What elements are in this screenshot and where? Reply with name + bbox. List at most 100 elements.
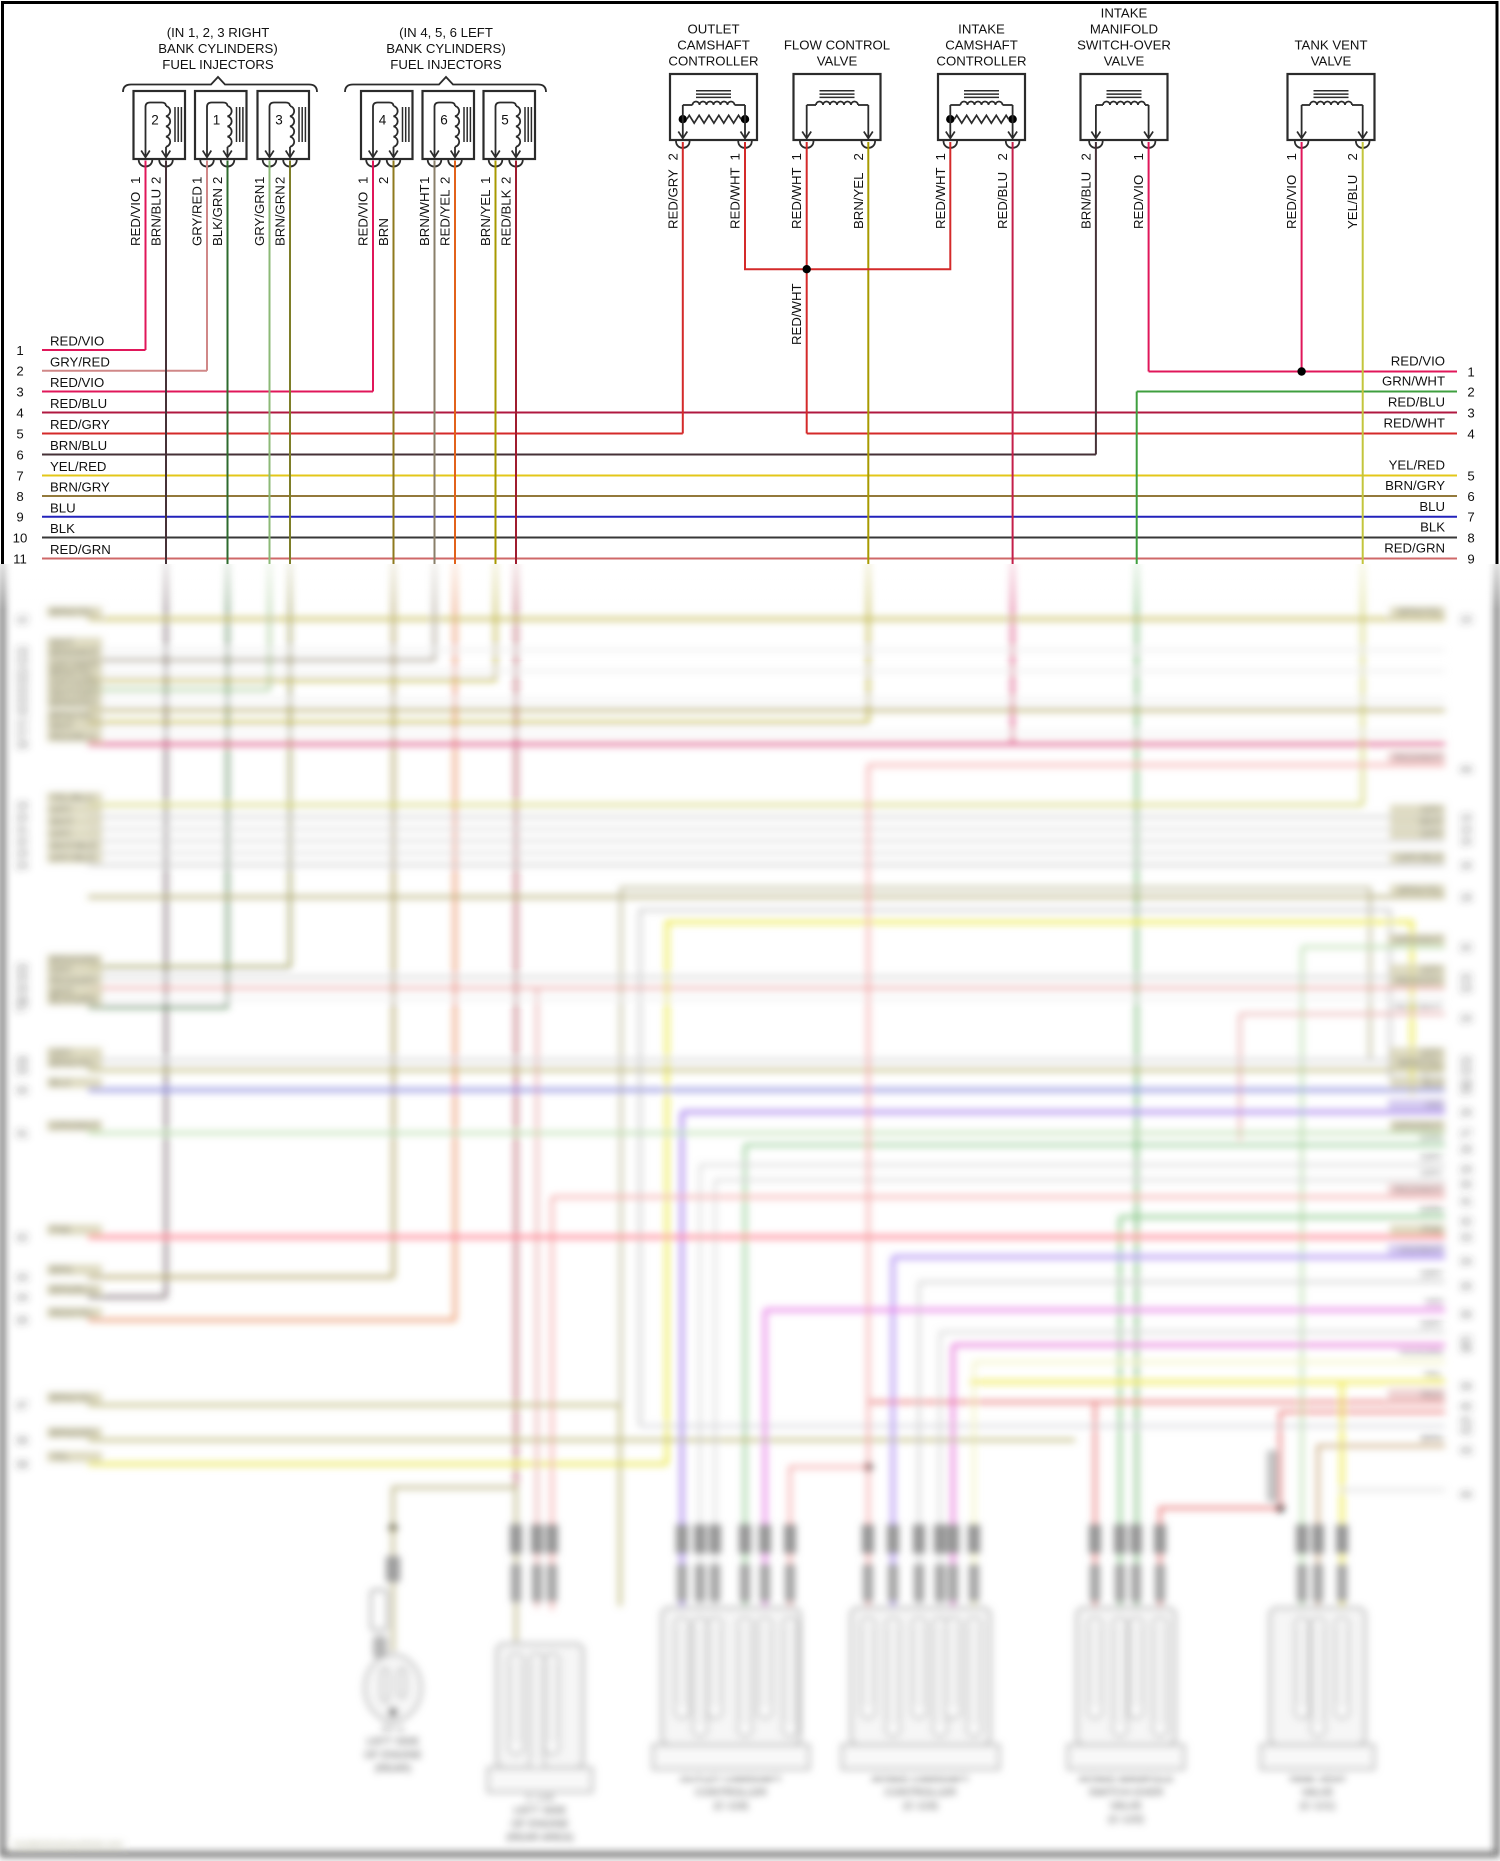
svg-text:22: 22 (16, 836, 28, 848)
svg-text:RED/BLK: RED/BLK (499, 189, 514, 246)
svg-text:VIO: VIO (1425, 1297, 1443, 1309)
svg-text:RED/WHT: RED/WHT (789, 167, 804, 229)
svg-text:35: 35 (16, 1315, 28, 1327)
svg-text:GRY: GRY (50, 1047, 73, 1059)
svg-text:29: 29 (16, 1065, 28, 1077)
svg-text:7: 7 (1467, 510, 1474, 525)
svg-text:20: 20 (16, 812, 28, 824)
svg-text:GRY: GRY (50, 964, 73, 976)
svg-text:38: 38 (16, 1459, 28, 1471)
svg-text:FUEL INJECTORS: FUEL INJECTORS (390, 57, 502, 72)
svg-text:13: 13 (16, 666, 28, 678)
svg-text:1: 1 (1131, 153, 1146, 160)
svg-text:5: 5 (501, 113, 509, 128)
svg-text:RED/VIO: RED/VIO (1131, 175, 1146, 229)
svg-text:GRY: GRY (1420, 1319, 1443, 1331)
svg-text:BRN/YEL: BRN/YEL (50, 667, 95, 679)
svg-text:CAMSHAFT: CAMSHAFT (677, 38, 750, 53)
svg-text:(REAR): (REAR) (375, 1763, 411, 1775)
svg-text:CONTROLLER: CONTROLLER (695, 1787, 767, 1799)
svg-text:BLU: BLU (50, 1077, 70, 1089)
svg-text:15: 15 (1460, 836, 1472, 848)
svg-text:BRN/YEL: BRN/YEL (478, 190, 493, 246)
svg-text:BRN/YEL: BRN/YEL (1398, 884, 1443, 896)
svg-text:2: 2 (149, 177, 164, 184)
svg-text:GRY/BLK: GRY/BLK (1398, 852, 1443, 864)
svg-text:23: 23 (1460, 1013, 1472, 1025)
svg-text:27: 27 (1460, 1128, 1472, 1140)
svg-text:2: 2 (1467, 384, 1474, 399)
svg-text:33: 33 (1460, 1232, 1472, 1244)
svg-text:34: 34 (1460, 1256, 1472, 1268)
svg-text:BRN/YEL: BRN/YEL (50, 1392, 95, 1404)
svg-text:44: 44 (1460, 1489, 1472, 1501)
svg-text:28: 28 (1460, 1144, 1472, 1156)
svg-text:2: 2 (438, 177, 453, 184)
svg-text:33: 33 (16, 1272, 28, 1284)
svg-text:GRY/GRN: GRY/GRN (252, 185, 267, 246)
svg-text:INTAKE: INTAKE (1101, 6, 1148, 21)
svg-text:BRN/YEL: BRN/YEL (50, 710, 95, 722)
svg-text:3: 3 (16, 384, 23, 399)
svg-text:RED/GRN: RED/GRN (1384, 541, 1445, 556)
svg-text:(C-118): (C-118) (714, 1800, 749, 1812)
svg-text:13: 13 (16, 645, 28, 657)
svg-text:2: 2 (499, 177, 514, 184)
svg-text:RED/WHT: RED/WHT (789, 283, 804, 345)
svg-text:25: 25 (1460, 1085, 1472, 1097)
svg-text:1: 1 (190, 177, 205, 184)
svg-text:(IN 4, 5, 6 LEFT: (IN 4, 5, 6 LEFT (399, 25, 493, 40)
svg-text:30: 30 (1460, 1179, 1472, 1191)
svg-text:13: 13 (16, 655, 28, 667)
svg-text:YEL: YEL (50, 1451, 70, 1463)
svg-text:OF ENGINE: OF ENGINE (364, 1749, 422, 1761)
svg-text:BLU: BLU (1419, 499, 1445, 514)
svg-text:16: 16 (1460, 860, 1472, 872)
svg-text:GRY: GRY (1420, 1269, 1443, 1281)
svg-text:YEL/BLU: YEL/BLU (50, 792, 93, 804)
svg-text:RED/BLU: RED/BLU (50, 396, 107, 411)
svg-text:35: 35 (1460, 1281, 1472, 1293)
svg-text:32: 32 (1460, 1216, 1472, 1228)
svg-text:CAMSHAFT: CAMSHAFT (945, 38, 1018, 53)
svg-text:22: 22 (1460, 942, 1472, 954)
svg-text:VALVE: VALVE (1110, 1800, 1142, 1812)
svg-text:C-146: C-146 (526, 1791, 555, 1803)
svg-text:RED/VIO: RED/VIO (1284, 175, 1299, 229)
svg-text:1: 1 (1284, 153, 1299, 160)
svg-text:RED/VIO: RED/VIO (356, 192, 371, 246)
svg-text:1: 1 (16, 343, 23, 358)
svg-text:36: 36 (16, 1435, 28, 1447)
svg-text:RED/YEL: RED/YEL (50, 1307, 95, 1319)
svg-text:4: 4 (16, 405, 23, 420)
svg-text:GRN: GRN (1420, 1132, 1443, 1144)
svg-text:2: 2 (16, 364, 23, 379)
svg-text:WHT/BLK: WHT/BLK (50, 840, 97, 852)
svg-text:17: 17 (16, 728, 28, 740)
svg-text:3: 3 (1467, 405, 1474, 420)
svg-text:MANIFOLD: MANIFOLD (1090, 22, 1158, 37)
svg-text:CONTROLLER: CONTROLLER (885, 1787, 957, 1799)
svg-text:BRN: BRN (376, 218, 391, 246)
svg-text:2: 2 (210, 177, 225, 184)
svg-text:2: 2 (665, 153, 680, 160)
svg-text:YEL/RED: YEL/RED (1389, 458, 1445, 473)
svg-text:PNK: PNK (50, 1224, 72, 1236)
svg-text:GRY: GRY (50, 804, 73, 816)
svg-text:WHT: WHT (50, 720, 74, 732)
svg-text:RED/BLU: RED/BLU (1388, 395, 1445, 410)
svg-text:RED/VIO: RED/VIO (1391, 354, 1445, 369)
svg-text:15: 15 (16, 695, 28, 707)
svg-text:2: 2 (995, 153, 1010, 160)
svg-text:BRN/GRY: BRN/GRY (50, 480, 110, 495)
svg-text:BRN/GRN: BRN/GRN (273, 185, 288, 246)
svg-text:4: 4 (379, 113, 387, 128)
svg-text:FLOW CONTROL: FLOW CONTROL (784, 38, 890, 53)
svg-text:1: 1 (728, 153, 743, 160)
svg-text:16: 16 (16, 705, 28, 717)
svg-text:(C-121): (C-121) (1300, 1800, 1336, 1812)
svg-text:37: 37 (16, 1400, 28, 1412)
svg-text:41: 41 (1460, 1415, 1472, 1427)
svg-text:SWITCH-OVER: SWITCH-OVER (1089, 1787, 1164, 1799)
svg-text:BRN/BLU: BRN/BLU (50, 438, 107, 453)
